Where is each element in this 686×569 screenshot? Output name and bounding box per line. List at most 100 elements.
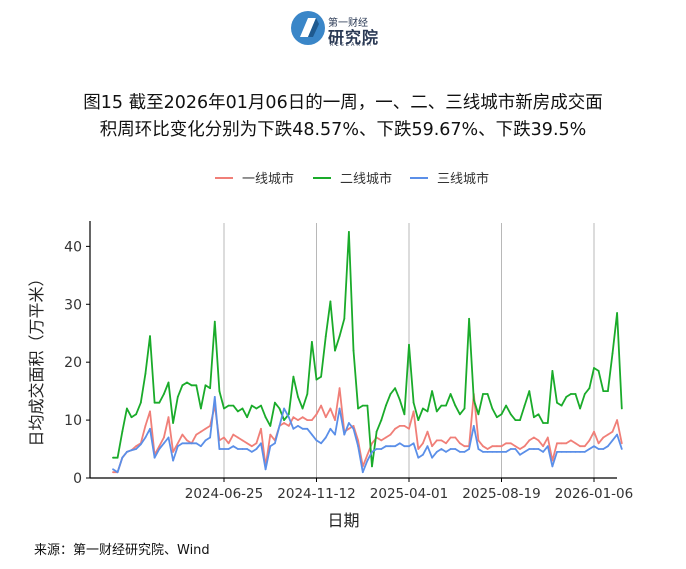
data-point [440, 404, 443, 407]
data-point [570, 439, 572, 442]
data-point [394, 427, 396, 430]
data-point [574, 393, 577, 395]
data-point [181, 384, 184, 387]
data-point [352, 427, 355, 430]
data-point [144, 372, 147, 375]
data-point [505, 442, 507, 445]
data-point [315, 378, 318, 381]
data-point [426, 430, 429, 433]
data-point [334, 433, 336, 436]
data-point [348, 231, 350, 233]
data-point [158, 445, 161, 448]
data-point [482, 393, 484, 395]
data-point [158, 401, 161, 404]
data-point [348, 427, 350, 430]
logo-brand-top: 第一财经 [328, 18, 368, 29]
data-point [435, 410, 438, 413]
data-point [398, 425, 401, 427]
data-point [306, 419, 309, 421]
data-point [422, 442, 424, 445]
data-point [246, 448, 249, 450]
data-point [528, 390, 531, 392]
data-point [583, 445, 586, 448]
data-point [588, 448, 591, 450]
data-point [611, 430, 614, 433]
data-point [116, 456, 119, 459]
data-point [597, 448, 600, 450]
data-point [431, 456, 433, 459]
y-tick-label: 30 [64, 297, 82, 313]
data-point [158, 448, 161, 450]
data-point [574, 451, 577, 453]
data-point [176, 396, 179, 398]
data-point [167, 416, 170, 419]
data-point [616, 419, 618, 421]
data-point [394, 445, 396, 448]
data-point [403, 413, 406, 416]
data-point [463, 407, 466, 410]
data-point [186, 381, 188, 384]
data-point [445, 404, 447, 407]
data-point [116, 471, 119, 474]
data-point [334, 419, 336, 421]
data-point [565, 442, 568, 445]
data-point [237, 410, 239, 413]
data-point [352, 349, 355, 352]
data-point [556, 401, 558, 404]
data-point [334, 349, 336, 352]
data-point [486, 448, 489, 450]
data-point [112, 468, 114, 471]
x-tick-label: 2026-01-06 [555, 486, 633, 502]
data-point [190, 384, 193, 387]
data-point [375, 430, 378, 433]
data-point [454, 436, 457, 439]
data-point [255, 448, 258, 450]
data-point [163, 442, 165, 445]
data-point [477, 448, 480, 450]
data-point [283, 422, 285, 424]
data-point [426, 445, 429, 448]
data-point [468, 317, 470, 320]
data-point [417, 448, 420, 450]
chart-legend: 一线城市 二线城市 三线城市 [215, 171, 489, 187]
brand-logo: 第一财经 研究院 RESEARCH [290, 8, 400, 50]
data-point [320, 404, 322, 407]
logo-icon [291, 11, 325, 45]
data-point [130, 449, 133, 452]
data-point [500, 413, 503, 416]
data-point [422, 453, 424, 456]
data-point [227, 404, 230, 407]
data-point [560, 404, 563, 407]
data-point [602, 390, 605, 392]
data-point [218, 448, 221, 450]
data-point [528, 439, 531, 442]
x-tick-label: 2025-04-01 [370, 486, 448, 502]
data-point [352, 425, 355, 427]
data-point [112, 456, 114, 459]
data-point [496, 416, 498, 419]
data-point [292, 427, 295, 430]
data-point [366, 453, 369, 456]
data-point [223, 448, 225, 450]
data-point [380, 448, 383, 450]
data-point [311, 341, 313, 343]
data-point [227, 448, 230, 450]
data-point [611, 352, 614, 355]
data-point [389, 433, 392, 436]
data-point [149, 427, 151, 430]
data-point [306, 427, 309, 430]
data-point [519, 419, 521, 421]
data-point [338, 407, 341, 410]
data-point [139, 443, 142, 446]
data-point [607, 390, 609, 392]
data-point [130, 416, 133, 419]
data-point [417, 419, 420, 421]
x-axis-label: 日期 [327, 511, 359, 530]
data-point [477, 413, 480, 416]
data-point [343, 433, 346, 436]
data-point [449, 393, 452, 395]
data-point [315, 439, 318, 442]
data-point [570, 393, 572, 395]
data-point [153, 401, 156, 404]
data-point [315, 413, 318, 416]
